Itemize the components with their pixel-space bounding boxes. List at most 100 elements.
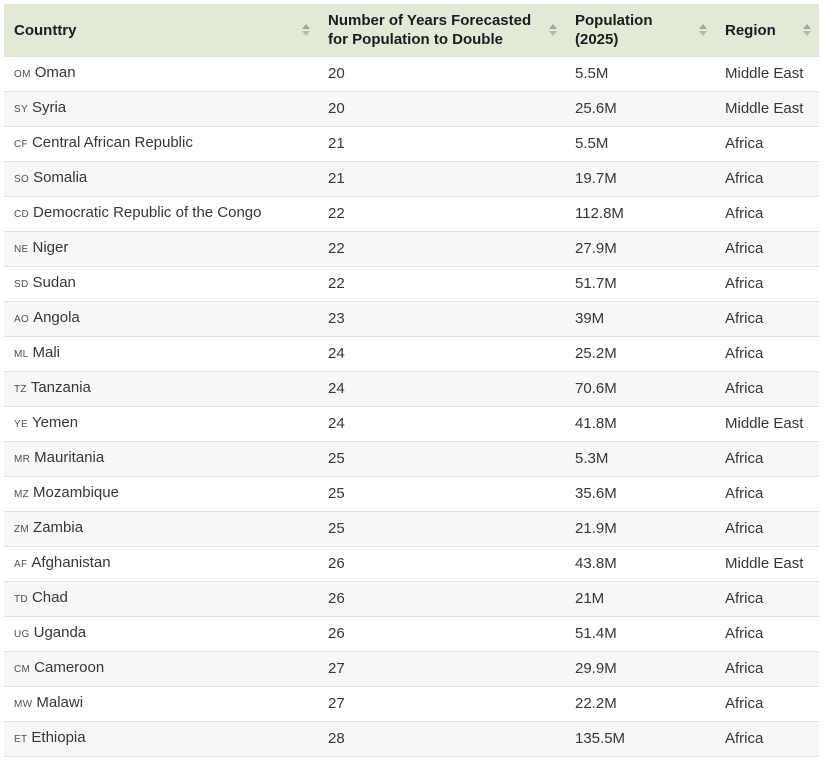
- country-code: SO: [14, 174, 30, 185]
- region-cell: Africa: [715, 266, 819, 302]
- table-row: ML Mali 24 25.2M Africa: [4, 336, 819, 372]
- region-cell: Africa: [715, 616, 819, 652]
- countries-table: Counttry Number of Years Forecasted for …: [4, 4, 819, 757]
- years-cell: 22: [318, 196, 565, 232]
- country-cell: ZM Zambia: [4, 511, 318, 547]
- country-code: AF: [14, 559, 28, 570]
- region-cell: Africa: [715, 336, 819, 372]
- population-cell: 5.5M: [565, 126, 715, 162]
- country-name: Central African Republic: [31, 134, 193, 151]
- years-cell: 23: [318, 301, 565, 337]
- sort-down-icon: [803, 31, 811, 36]
- population-cell: 29.9M: [565, 651, 715, 687]
- population-cell: 21M: [565, 581, 715, 617]
- region-cell: Middle East: [715, 406, 819, 442]
- country-code: NE: [14, 244, 29, 255]
- column-header-country[interactable]: Counttry: [4, 4, 318, 57]
- country-name: Yemen: [31, 414, 79, 431]
- country-name: Niger: [32, 239, 69, 256]
- region-cell: Middle East: [715, 91, 819, 127]
- region-cell: Africa: [715, 651, 819, 687]
- countries-table-container: Counttry Number of Years Forecasted for …: [4, 4, 819, 757]
- years-cell: 25: [318, 511, 565, 547]
- population-cell: 25.6M: [565, 91, 715, 127]
- population-cell: 5.5M: [565, 56, 715, 92]
- country-cell: MZ Mozambique: [4, 476, 318, 512]
- years-cell: 21: [318, 161, 565, 197]
- country-cell: UG Uganda: [4, 616, 318, 652]
- country-cell: AF Afghanistan: [4, 546, 318, 582]
- country-cell: NE Niger: [4, 231, 318, 267]
- country-name: Mali: [32, 344, 61, 361]
- country-cell: SO Somalia: [4, 161, 318, 197]
- country-cell: CF Central African Republic: [4, 126, 318, 162]
- country-cell: YE Yemen: [4, 406, 318, 442]
- table-row: CF Central African Republic 21 5.5M Afric…: [4, 126, 819, 162]
- sort-up-icon: [699, 24, 707, 29]
- sort-down-icon: [699, 31, 707, 36]
- population-cell: 39M: [565, 301, 715, 337]
- region-cell: Africa: [715, 441, 819, 477]
- country-code: AO: [14, 314, 30, 325]
- country-code: MZ: [14, 489, 30, 500]
- population-cell: 22.2M: [565, 686, 715, 722]
- population-cell: 21.9M: [565, 511, 715, 547]
- region-cell: Africa: [715, 126, 819, 162]
- table-row: SO Somalia 21 19.7M Africa: [4, 161, 819, 197]
- table-row: OM Oman 20 5.5M Middle East: [4, 56, 819, 92]
- country-code: SY: [14, 104, 28, 115]
- years-cell: 24: [318, 371, 565, 407]
- table-header-row: Counttry Number of Years Forecasted for …: [4, 4, 819, 57]
- region-cell: Africa: [715, 231, 819, 267]
- table-row: ZM Zambia 25 21.9M Africa: [4, 511, 819, 547]
- population-cell: 27.9M: [565, 231, 715, 267]
- sort-icon: [803, 24, 811, 36]
- population-cell: 35.6M: [565, 476, 715, 512]
- region-cell: Africa: [715, 371, 819, 407]
- country-name: Chad: [31, 589, 68, 606]
- country-cell: MW Malawi: [4, 686, 318, 722]
- column-header-population-label: Population (2025): [575, 12, 653, 48]
- country-code: YE: [14, 419, 28, 430]
- column-header-population[interactable]: Population (2025): [565, 4, 715, 57]
- country-code: CD: [14, 209, 30, 220]
- country-cell: MR Mauritania: [4, 441, 318, 477]
- table-row: TZ Tanzania 24 70.6M Africa: [4, 371, 819, 407]
- country-name: Malawi: [36, 694, 84, 711]
- country-cell: SD Sudan: [4, 266, 318, 302]
- table-row: YE Yemen 24 41.8M Middle East: [4, 406, 819, 442]
- country-cell: SY Syria: [4, 91, 318, 127]
- column-header-years-label: Number of Years Forecasted for Populatio…: [328, 12, 532, 48]
- table-row: CM Cameroon 27 29.9M Africa: [4, 651, 819, 687]
- years-cell: 26: [318, 546, 565, 582]
- years-cell: 20: [318, 56, 565, 92]
- column-header-years-to-double[interactable]: Number of Years Forecasted for Populatio…: [318, 4, 565, 57]
- country-code: CM: [14, 664, 31, 675]
- sort-icon: [302, 24, 310, 36]
- region-cell: Africa: [715, 511, 819, 547]
- country-name: Zambia: [33, 519, 84, 536]
- years-cell: 25: [318, 441, 565, 477]
- region-cell: Africa: [715, 301, 819, 337]
- table-row: NE Niger 22 27.9M Africa: [4, 231, 819, 267]
- table-row: UG Uganda 26 51.4M Africa: [4, 616, 819, 652]
- country-code: MW: [14, 699, 33, 710]
- population-cell: 51.4M: [565, 616, 715, 652]
- country-name: Ethiopia: [31, 729, 86, 746]
- column-header-region[interactable]: Region: [715, 4, 819, 57]
- country-name: Angola: [33, 309, 80, 326]
- years-cell: 24: [318, 406, 565, 442]
- population-cell: 43.8M: [565, 546, 715, 582]
- population-cell: 51.7M: [565, 266, 715, 302]
- country-code: MR: [14, 454, 31, 465]
- table-body: OM Oman 20 5.5M Middle East SY Syria 20 25…: [4, 56, 819, 757]
- sort-down-icon: [302, 31, 310, 36]
- table-row: TD Chad 26 21M Africa: [4, 581, 819, 617]
- sort-up-icon: [302, 24, 310, 29]
- table-row: SY Syria 20 25.6M Middle East: [4, 91, 819, 127]
- population-cell: 70.6M: [565, 371, 715, 407]
- country-name: Mozambique: [33, 484, 119, 501]
- years-cell: 21: [318, 126, 565, 162]
- table-row: CD Democratic Republic of the Congo 22 11…: [4, 196, 819, 232]
- country-code: SD: [14, 279, 29, 290]
